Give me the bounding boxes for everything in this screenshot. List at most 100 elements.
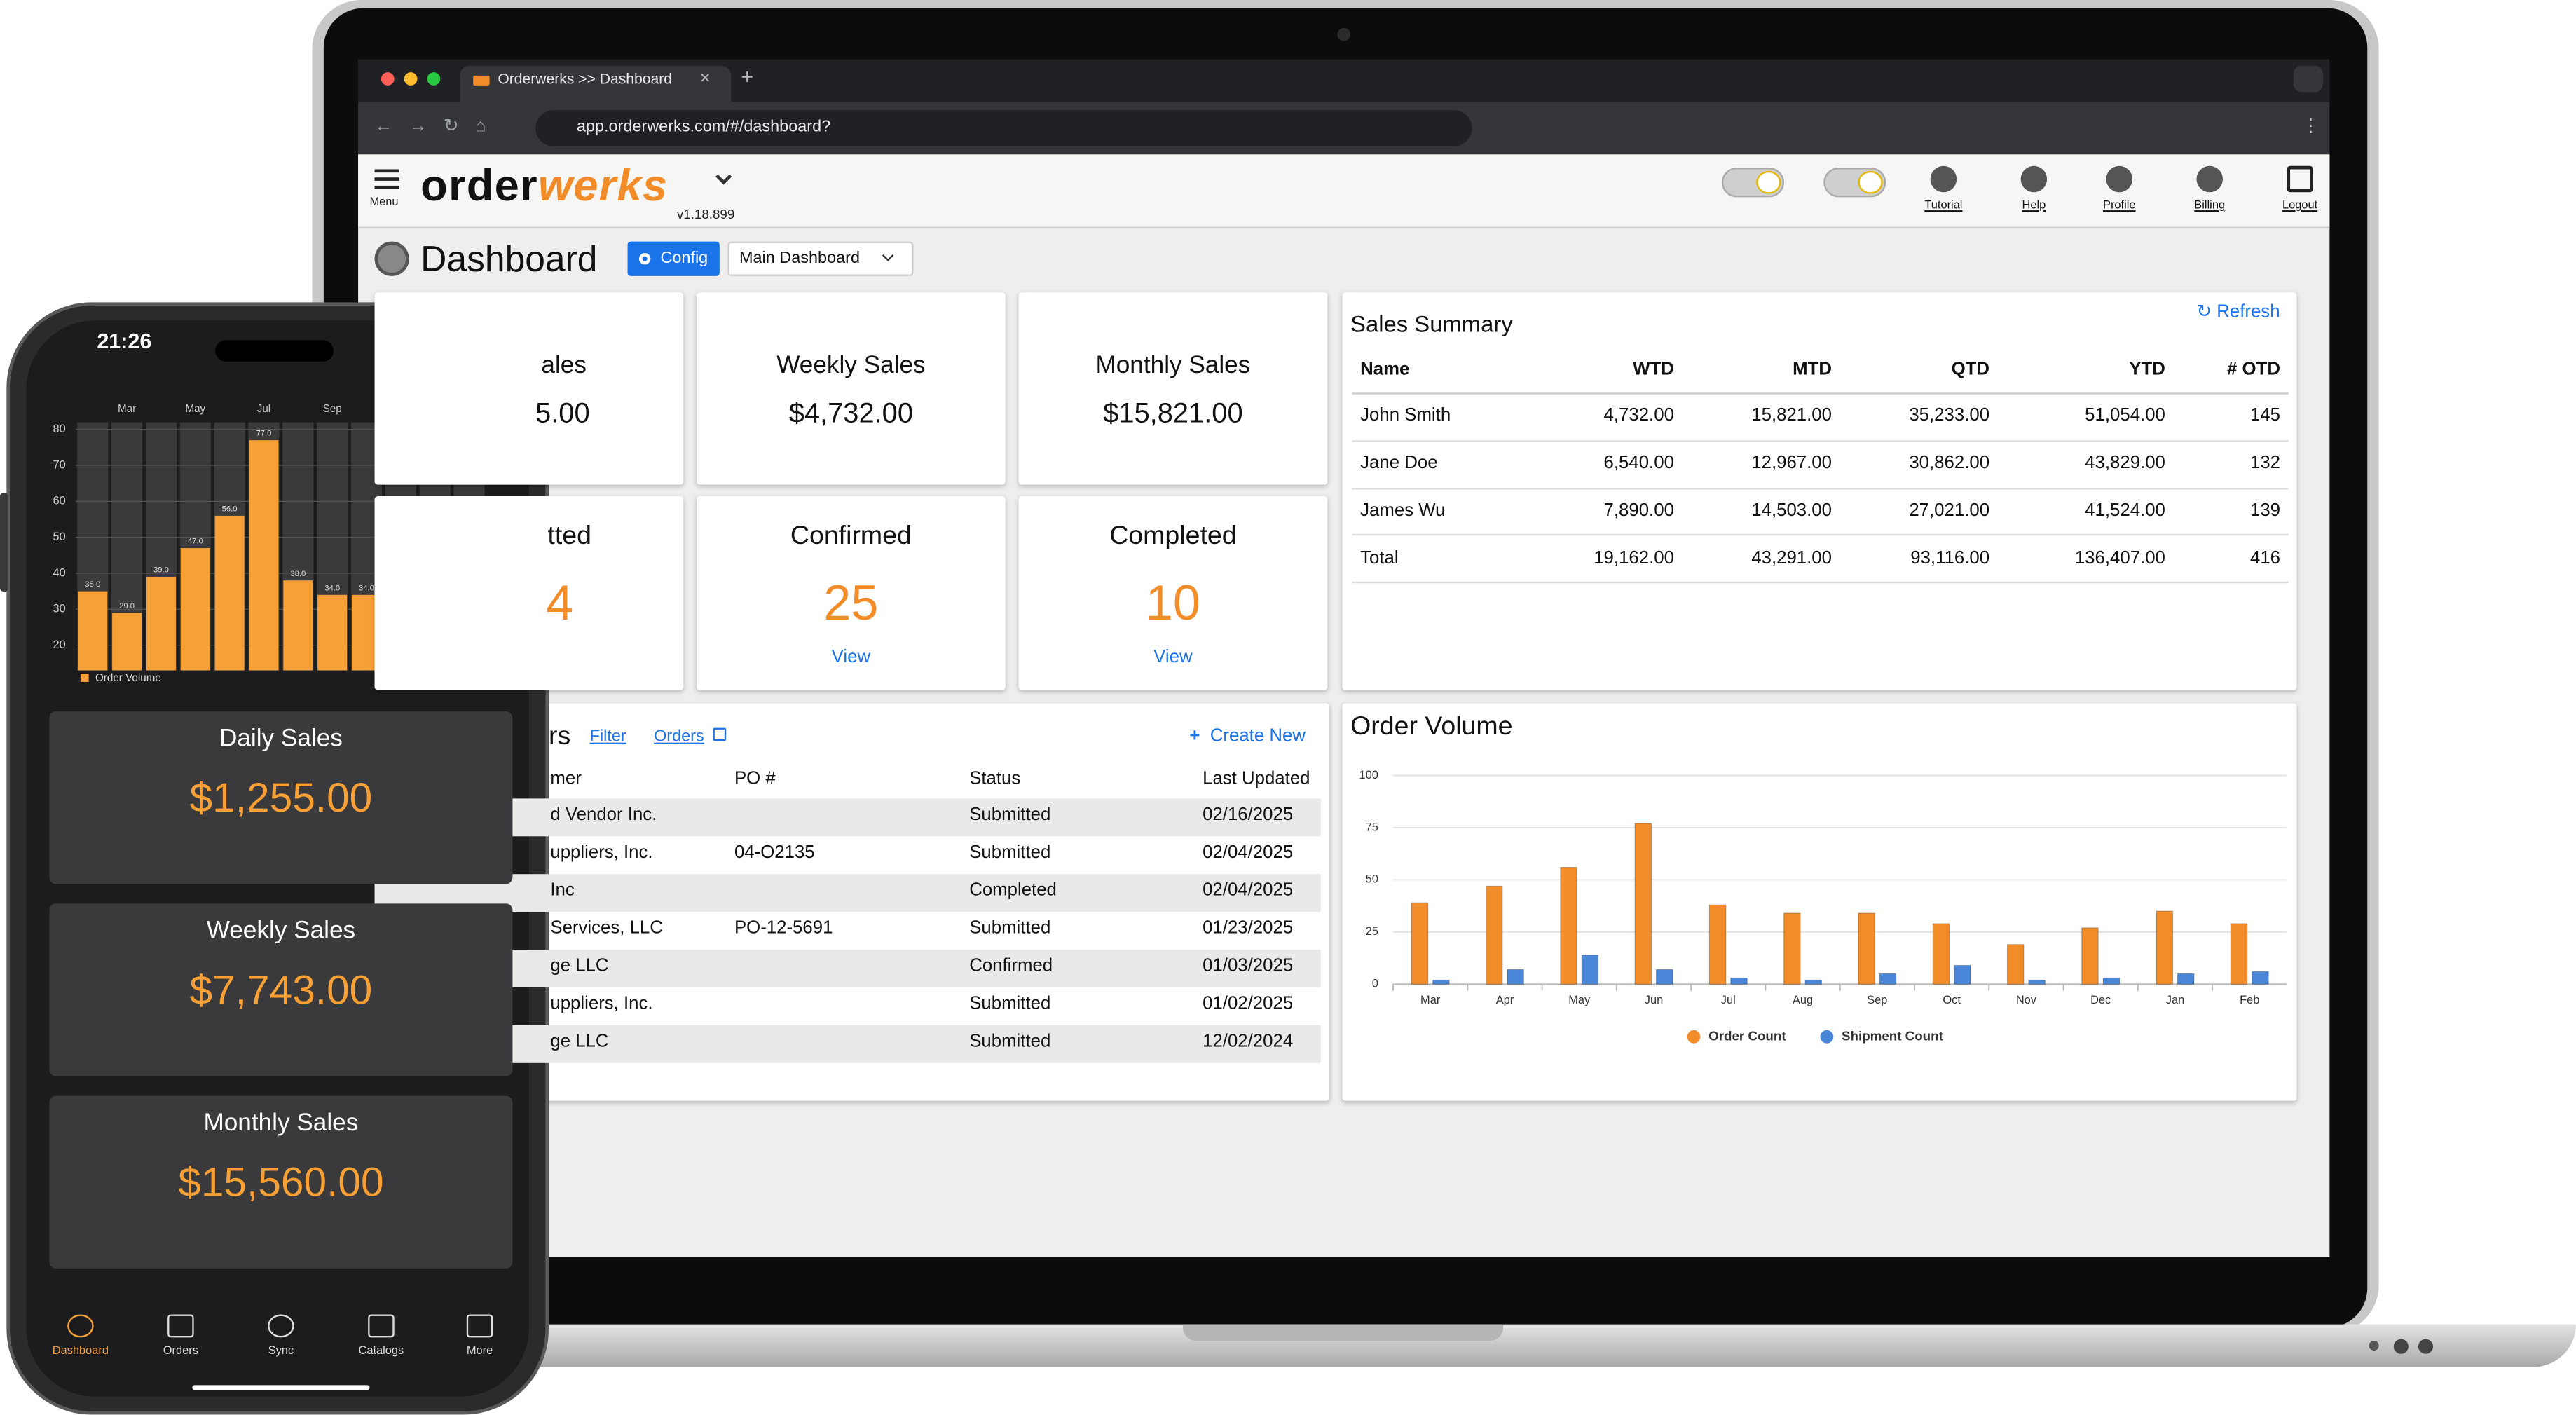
y-tick-label: 30	[53, 603, 66, 615]
table-cell: 01/02/2025	[1203, 994, 1294, 1015]
dashboard-icon	[374, 241, 409, 276]
table-cell: 14,503.00	[1751, 500, 1832, 521]
tab-icon[interactable]	[167, 1314, 194, 1338]
tab-label[interactable]: Orders	[163, 1345, 198, 1357]
address-field[interactable]	[535, 110, 1472, 146]
table-cell: Submitted	[969, 805, 1051, 826]
legend-swatch	[80, 674, 89, 682]
selector-label: Main Dashboard	[739, 249, 860, 268]
table-cell: Submitted	[969, 1032, 1051, 1053]
nav-icon[interactable]	[2106, 165, 2133, 193]
table-cell: d Vendor Inc.	[550, 805, 657, 826]
tab-label[interactable]: Dashboard	[52, 1345, 109, 1357]
nav-icon[interactable]	[2196, 165, 2223, 193]
bar	[78, 591, 108, 671]
bar	[317, 594, 348, 671]
tab-icon[interactable]	[268, 1314, 294, 1338]
table-cell: Submitted	[969, 843, 1051, 863]
tab-close[interactable]: ×	[699, 69, 711, 89]
bar	[1485, 885, 1503, 985]
logo-werks: werks	[537, 160, 669, 211]
y-tick-label: 20	[53, 638, 66, 651]
y-tick-label: 60	[53, 495, 66, 507]
table-cell: 19,162.00	[1594, 547, 1674, 568]
tab-icon[interactable]	[368, 1314, 395, 1338]
refresh-link[interactable]: ↻ Refresh	[2196, 302, 2280, 322]
menu-label[interactable]: Menu	[369, 197, 399, 209]
x-tick-label: May	[1568, 994, 1591, 1006]
browser-tab[interactable]	[460, 65, 732, 102]
phone-card-value: $7,743.00	[189, 967, 373, 1014]
card-link[interactable]: View	[831, 648, 871, 668]
logo[interactable]: orderwerks	[420, 159, 668, 212]
table-cell: 02/04/2025	[1203, 843, 1294, 863]
tab-icon[interactable]	[67, 1314, 94, 1338]
tab-menu[interactable]	[2293, 65, 2323, 93]
table-cell: uppliers, Inc.	[550, 994, 653, 1015]
table-header: mer	[550, 770, 582, 790]
refresh-label: Refresh	[2217, 302, 2280, 322]
table-cell: 6,540.00	[1603, 453, 1674, 474]
card-link[interactable]: View	[1153, 648, 1193, 668]
order-volume-chart: 0 25 50 75 100 Mar Apr May Jun Jul Aug Sep Oct Nov Dec…	[1359, 769, 2287, 1044]
card-value: $4,732.00	[788, 397, 914, 429]
tab-favicon	[473, 75, 490, 86]
bar	[1730, 977, 1748, 985]
table-rule	[1352, 440, 2289, 442]
tab-label[interactable]: More	[466, 1345, 493, 1357]
y-tick-label: 100	[1359, 769, 1378, 781]
table-cell: 01/03/2025	[1203, 957, 1294, 977]
tab-label[interactable]: Catalogs	[358, 1345, 404, 1357]
nav-label[interactable]: Help	[2022, 200, 2046, 212]
tab-label[interactable]: Sync	[268, 1345, 294, 1357]
nav-label[interactable]: Tutorial	[1924, 200, 1963, 212]
filter-link[interactable]: Filter	[589, 727, 626, 746]
table-cell: 43,829.00	[2085, 453, 2165, 474]
nav-buttons[interactable]: ←→↻⌂	[374, 116, 503, 137]
window-minimize[interactable]	[404, 72, 418, 86]
new-tab[interactable]: +	[741, 64, 754, 89]
bar	[1879, 973, 1897, 985]
table-row-stripe	[374, 948, 1321, 987]
table-cell: Completed	[969, 881, 1057, 901]
value-label: 38.0	[290, 570, 306, 578]
table-rule	[1352, 487, 2289, 489]
phone-card-title: Weekly Sales	[206, 917, 356, 945]
orders-link[interactable]: Orders	[654, 727, 704, 746]
window-close[interactable]	[381, 72, 395, 86]
camera	[1337, 27, 1351, 41]
y-tick-label: 80	[53, 423, 66, 435]
nav-icon[interactable]	[1930, 165, 1957, 193]
nav-label[interactable]: Profile	[2103, 200, 2136, 212]
table-cell: 145	[2249, 406, 2281, 427]
browser-menu[interactable]: ⋮	[2301, 116, 2320, 137]
x-tick-label: Dec	[2090, 994, 2111, 1006]
tab-title: Orderwerks >> Dashboard	[498, 70, 673, 88]
bar	[1560, 866, 1577, 985]
stat-card	[1018, 292, 1328, 485]
bar	[2156, 910, 2174, 985]
bar	[1708, 904, 1727, 985]
table-cell: 416	[2249, 547, 2281, 568]
card-title: Weekly Sales	[776, 351, 926, 380]
phone-card-title: Daily Sales	[219, 724, 343, 753]
legend-swatch	[1687, 1030, 1701, 1044]
url-text: app.orderwerks.com/#/dashboard?	[576, 118, 831, 137]
phone-card	[49, 1095, 513, 1269]
table-header: QTD	[1951, 360, 1990, 381]
table-cell: 01/23/2025	[1203, 919, 1294, 939]
nav-icon[interactable]	[2020, 165, 2048, 193]
value-label: 77.0	[256, 430, 272, 438]
nav-icon[interactable]	[2287, 165, 2313, 193]
dashboard-selector[interactable]: Main Dashboard	[727, 241, 914, 276]
create-new-link[interactable]: + Create New	[1189, 726, 1306, 746]
tab-icon[interactable]	[466, 1314, 493, 1338]
value-label: 56.0	[222, 505, 238, 513]
window-maximize[interactable]	[427, 72, 441, 86]
legend-label: Order Count	[1708, 1028, 1786, 1043]
menu-icon[interactable]	[374, 169, 399, 173]
nav-label[interactable]: Logout	[2282, 200, 2318, 212]
bar	[2252, 971, 2269, 985]
nav-label[interactable]: Billing	[2194, 200, 2226, 212]
y-tick-label: 25	[1366, 925, 1378, 938]
